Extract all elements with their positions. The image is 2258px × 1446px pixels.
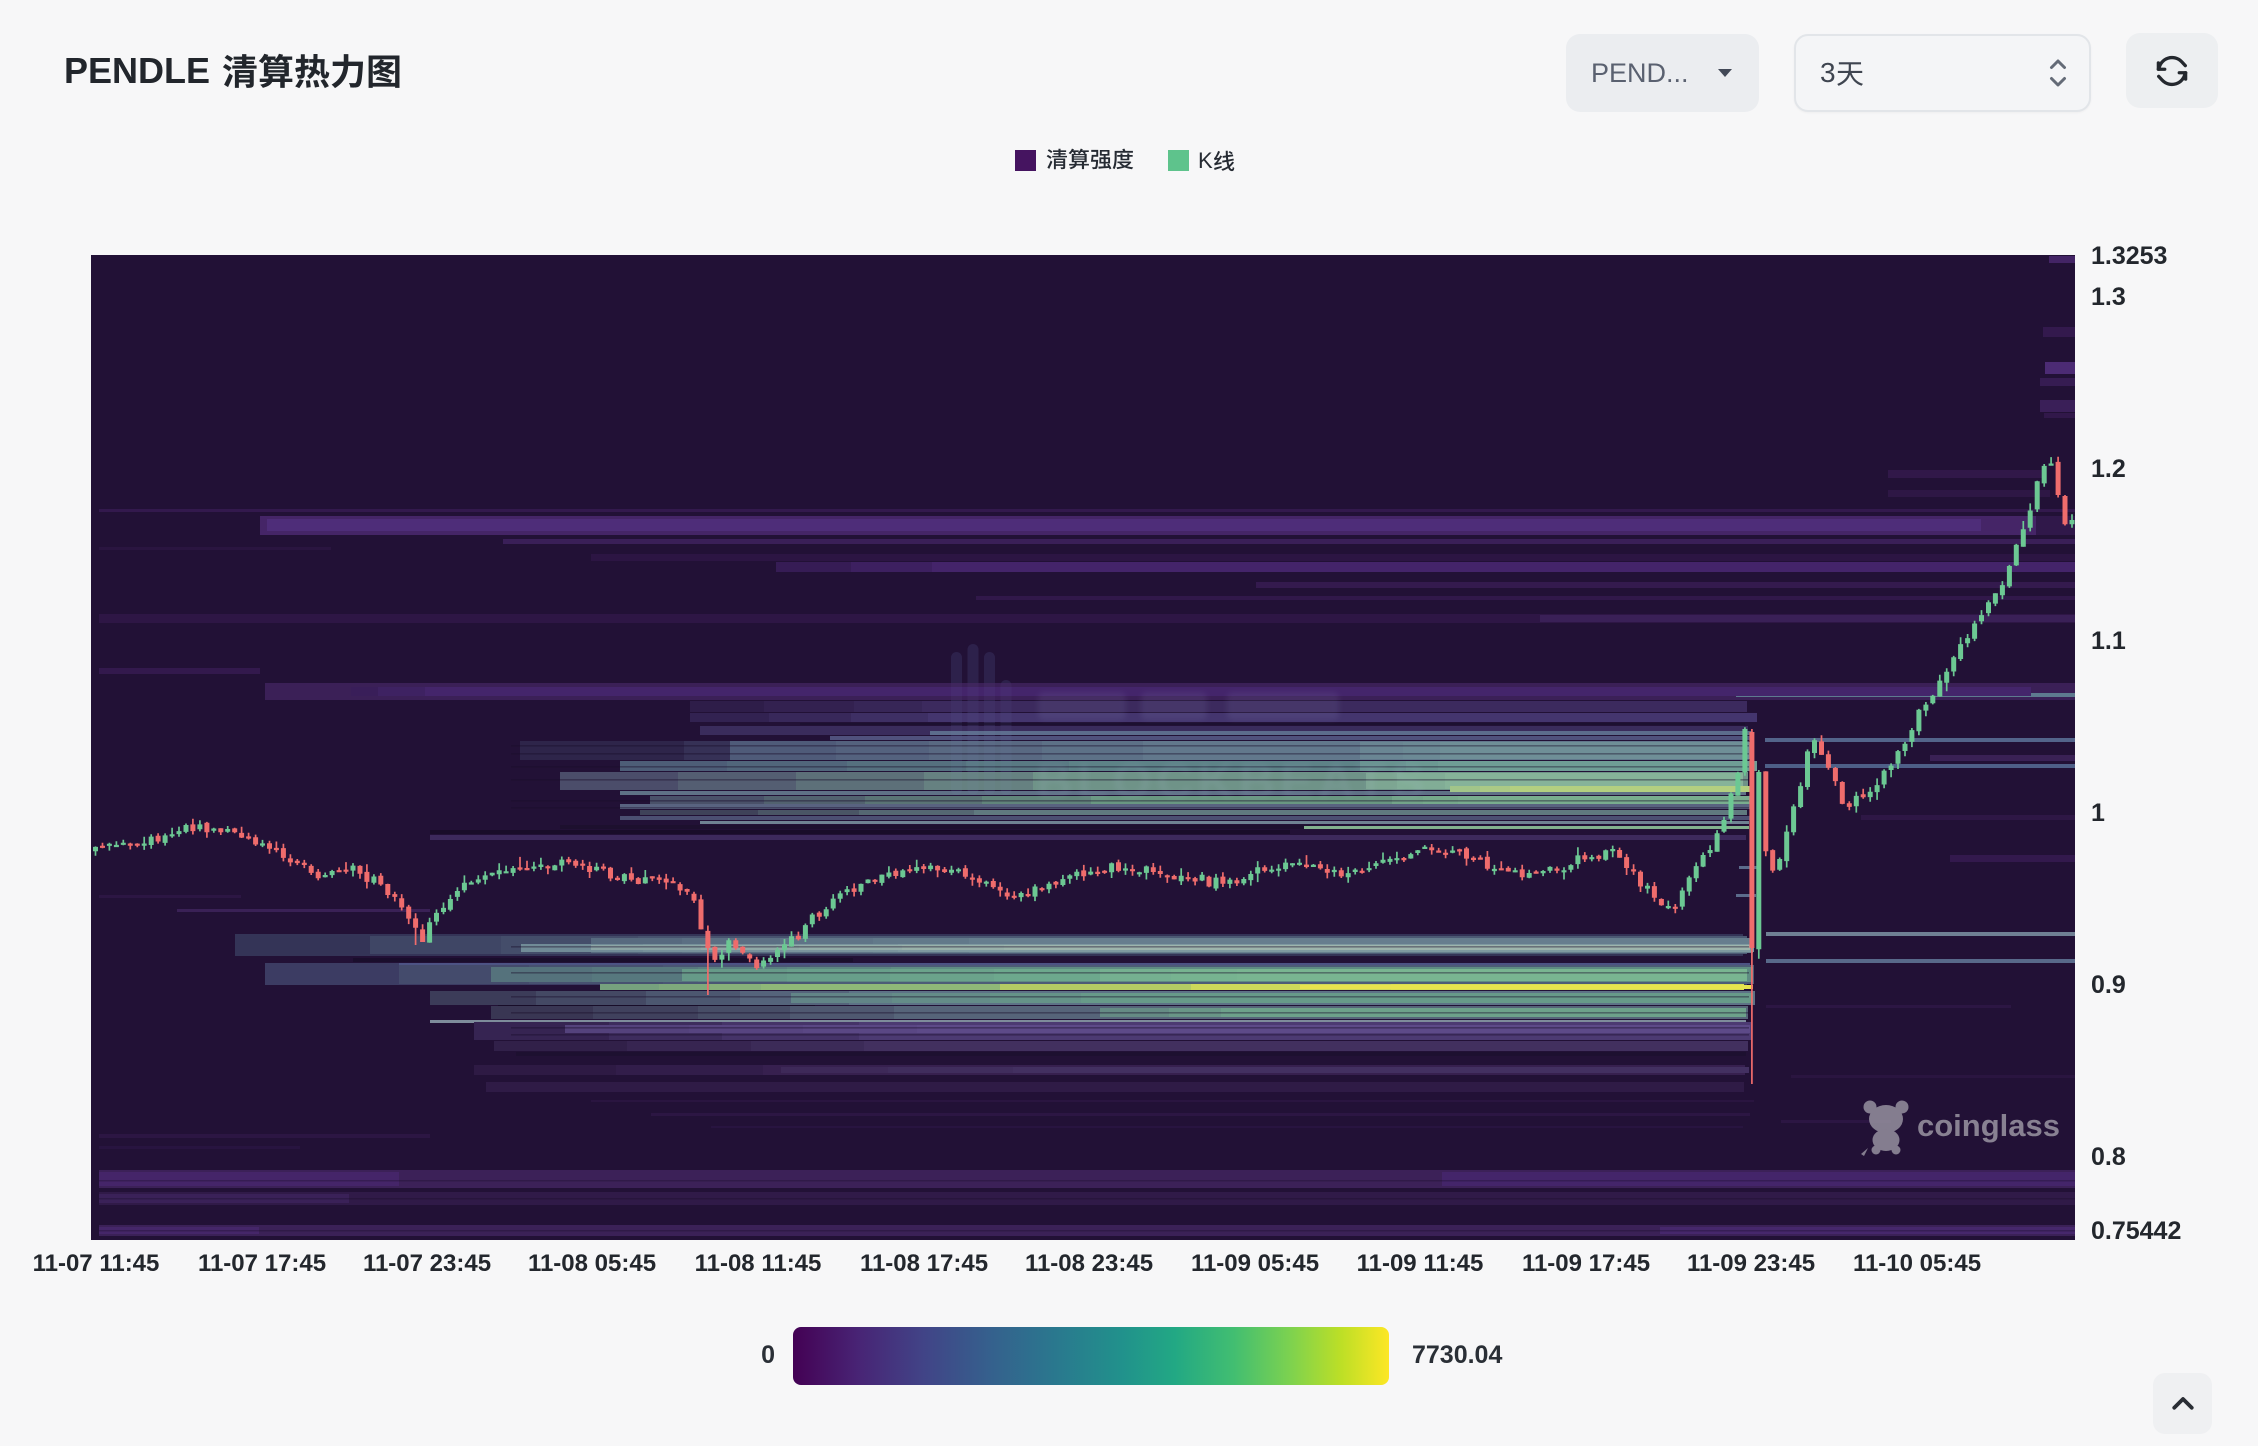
svg-text:BLOCKBEATS: BLOCKBEATS — [1036, 753, 1430, 809]
svg-text:coinglass: coinglass — [1917, 1108, 2060, 1143]
